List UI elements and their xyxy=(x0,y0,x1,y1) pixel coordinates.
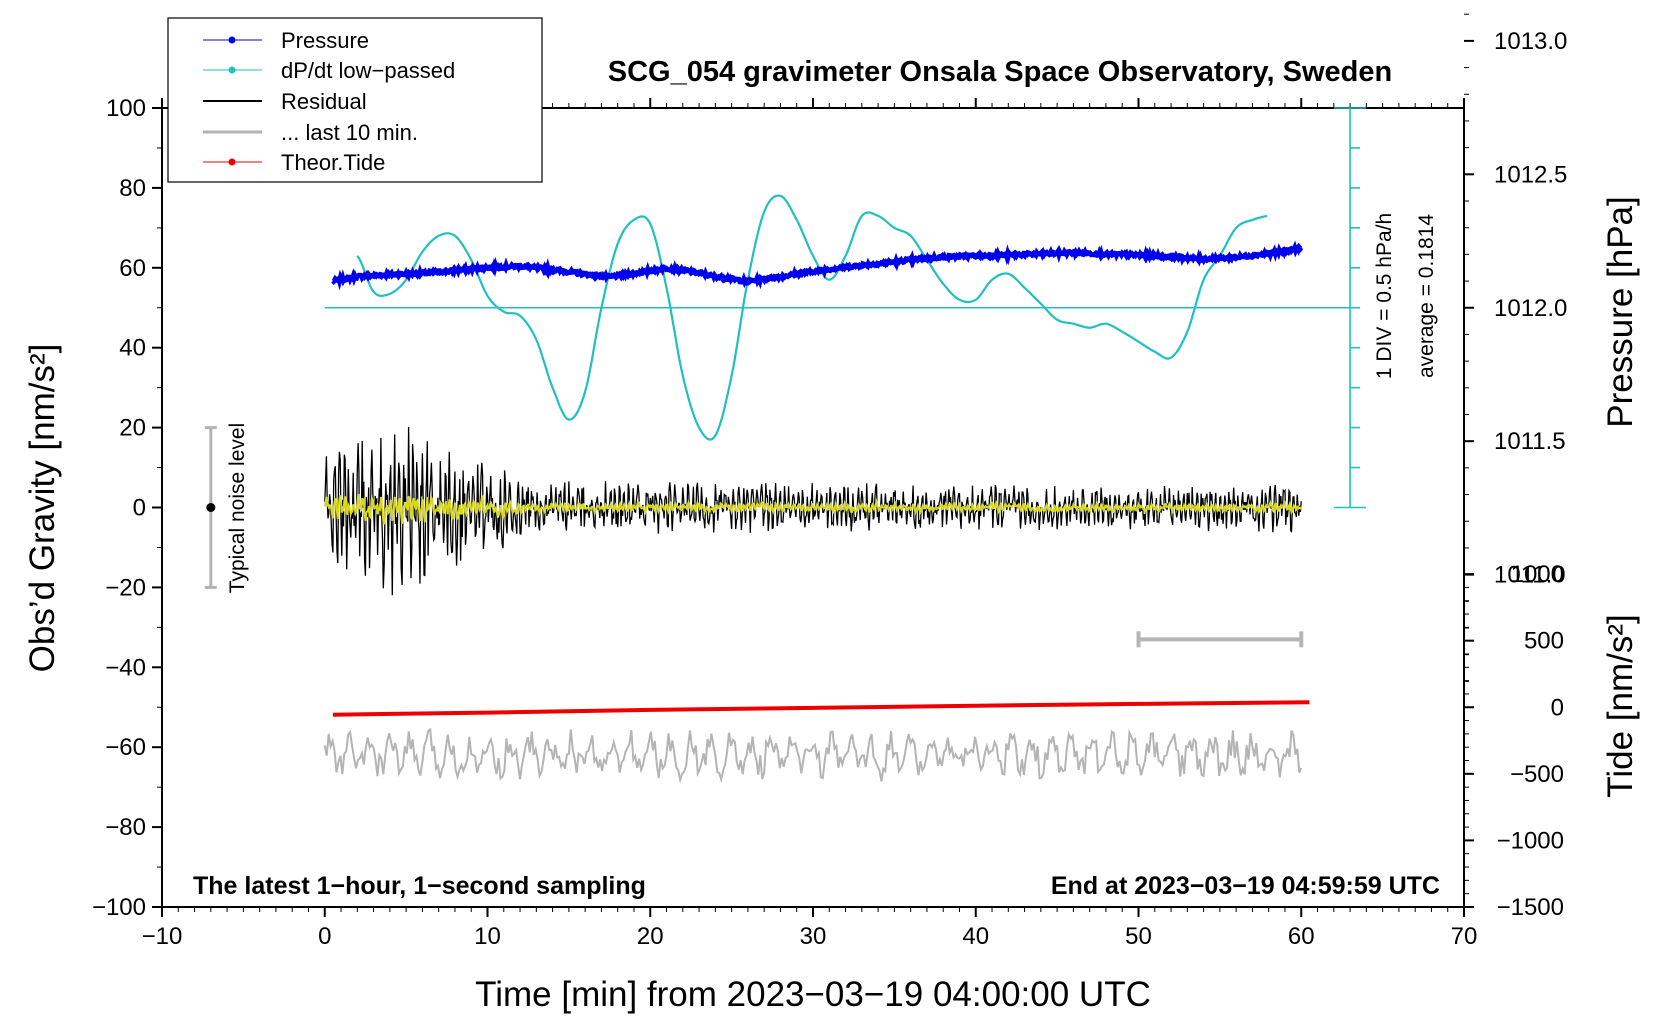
pressure-tick-label: 1012.5 xyxy=(1494,161,1567,188)
tide-tick-label: −500 xyxy=(1510,761,1564,788)
y-tick-label: −60 xyxy=(105,734,146,761)
ten-minute-bar xyxy=(1136,631,1304,648)
noise-bar-center xyxy=(206,503,216,512)
footer-right: End at 2023−03−19 04:59:59 UTC xyxy=(1051,872,1440,900)
typical-noise-label: Typical noise level xyxy=(226,423,249,593)
series-dpdt-lowpassed xyxy=(356,194,1268,441)
y-tick-label: 60 xyxy=(119,255,146,282)
legend-pressure-marker xyxy=(228,36,236,44)
x-tick-label: 60 xyxy=(1288,923,1315,950)
pressure-tick-label: 1011.0 xyxy=(1494,562,1566,589)
x-tick-label: −10 xyxy=(142,923,183,950)
tide-tick-label: −1500 xyxy=(1497,894,1564,921)
x-tick-label: 30 xyxy=(800,923,827,950)
x-tick-label: 50 xyxy=(1125,923,1152,950)
typical-noise-bar xyxy=(204,426,217,589)
tide-tick-label: −1000 xyxy=(1497,827,1564,854)
pressure-axis-ticks: 1013.0 1012.5 1012.0 1011.5 1011.0 xyxy=(1464,13,1567,682)
series-last-10-min xyxy=(323,727,1303,784)
x-axis-ticks: −10 0 10 20 30 40 50 60 70 xyxy=(142,98,1478,950)
tide-tick-label: 1000 xyxy=(1511,561,1564,588)
legend-dpdt-marker xyxy=(228,66,236,74)
legend-residual-label: Residual xyxy=(281,89,367,114)
y-tick-label: 100 xyxy=(106,95,146,122)
plot-area: −10 0 10 20 30 40 50 60 70 100806040200−20−40−60… xyxy=(92,13,1567,950)
y-tick-label: 40 xyxy=(119,335,146,362)
dpdt-scale-bar xyxy=(1334,107,1367,509)
x-tick-label: 0 xyxy=(318,923,331,950)
dpdt-average-text: average = 0.1814 xyxy=(1415,214,1438,378)
series-residual xyxy=(324,426,1302,596)
y-tick-label: −20 xyxy=(105,574,146,601)
series-pressure xyxy=(331,240,1304,291)
legend: Pressure dP/dt low−passed Residual ... l… xyxy=(167,17,543,183)
series-residual-filtered xyxy=(323,493,1303,525)
legend-dpdt-label: dP/dt low−passed xyxy=(281,58,455,83)
y-tick-label: 20 xyxy=(119,415,146,442)
legend-last10-label: ... last 10 min. xyxy=(281,120,418,145)
y-axis-label-tide: Tide [nm/s²] xyxy=(1601,614,1640,797)
y-tick-label: −100 xyxy=(92,894,146,921)
y-axis-ticks: 100 80 60 40 20 0 −20 −40 −60 −80 −100 xyxy=(92,95,162,921)
x-tick-label: 40 xyxy=(962,923,989,950)
pressure-tick-label: 1012.0 xyxy=(1494,295,1567,322)
y-tick-label: −80 xyxy=(105,814,146,841)
footer-left: The latest 1−hour, 1−second sampling xyxy=(193,872,646,900)
x-tick-label: 10 xyxy=(474,923,501,950)
y-tick-label: 80 xyxy=(119,175,146,202)
chart-title: SCG_054 gravimeter Onsala Space Observat… xyxy=(608,56,1392,88)
pressure-tick-label: 1013.0 xyxy=(1494,28,1567,55)
legend-tide-marker xyxy=(228,158,236,166)
series-theor-tide xyxy=(332,700,1310,717)
pressure-tick-label: 1011.5 xyxy=(1494,428,1566,455)
y-axis-label-pressure: Pressure [hPa] xyxy=(1601,196,1640,428)
y-axis-label-gravity: Obs’d Gravity [nm/s²] xyxy=(23,344,62,673)
x-tick-label: 70 xyxy=(1451,923,1478,950)
x-tick-label: 20 xyxy=(637,923,664,950)
x-axis-label: Time [min] from 2023−03−19 04:00:00 UTC xyxy=(475,975,1151,1014)
y-tick-label: 0 xyxy=(133,495,146,522)
tide-axis-ticks: 1000 500 0 −500 −1000 −1500 xyxy=(1464,561,1564,921)
legend-pressure-label: Pressure xyxy=(281,28,369,53)
dpdt-scale-text: 1 DIV = 0.5 hPa/h xyxy=(1373,213,1396,379)
y-tick-label: −40 xyxy=(105,654,146,681)
tide-tick-label: 500 xyxy=(1524,628,1564,655)
tide-tick-label: 0 xyxy=(1551,694,1564,721)
legend-tide-label: Theor.Tide xyxy=(281,150,385,175)
